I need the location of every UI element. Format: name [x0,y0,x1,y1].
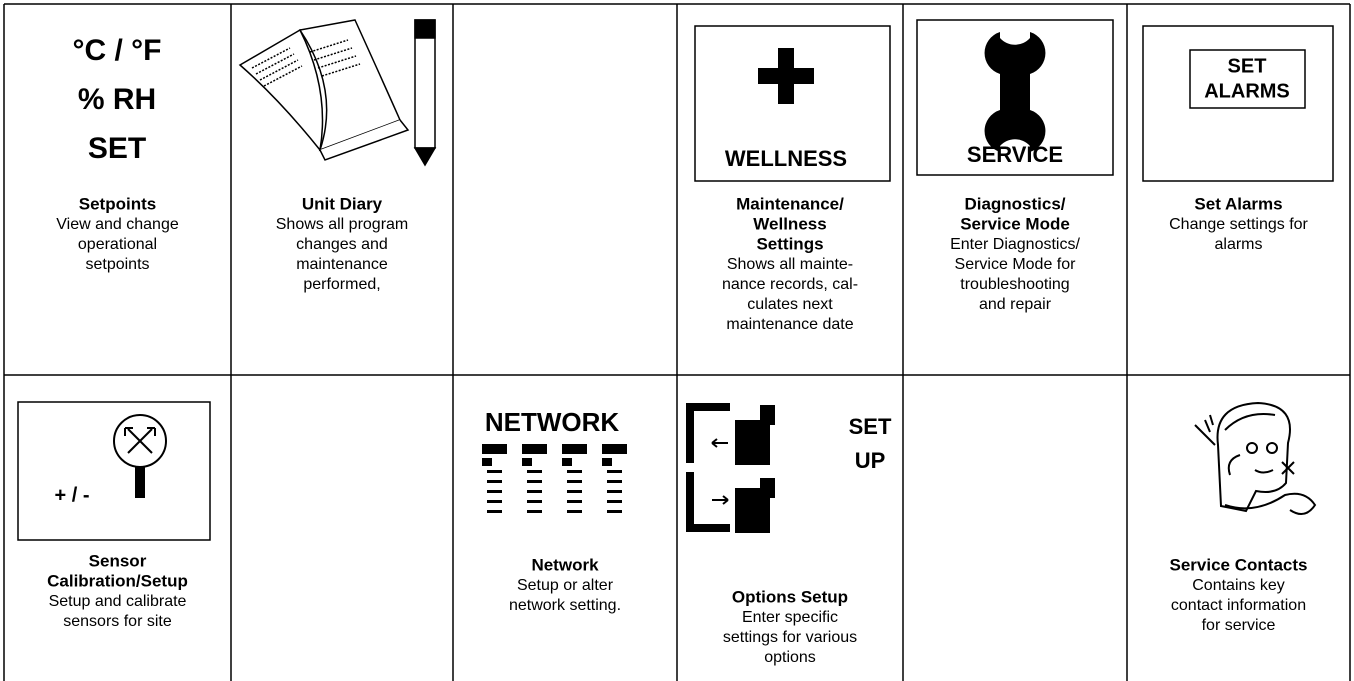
item-description: troubleshooting [960,276,1069,293]
item-description: alarms [1214,236,1262,253]
item-title: Service Contacts [1170,555,1308,574]
icon-frame [1142,25,1334,182]
item-title: Diagnostics/ [964,194,1065,213]
item-title: Wellness [753,214,826,233]
icon-text: UP [855,448,886,473]
item-description: nance records, cal- [722,276,858,293]
item-title: Network [531,555,599,574]
icon-text: NETWORK [485,407,620,437]
button-frame [1189,49,1306,109]
icon-text: SET [1228,55,1267,77]
icon-text: + / - [54,484,89,506]
item-description: Shows all program [276,216,409,233]
item-description: settings for various [723,629,857,646]
diary-icon [238,19,437,167]
item-description: Service Mode for [955,256,1077,273]
icon-frame [694,25,891,182]
item-description: network setting. [509,597,621,614]
item-description: Enter Diagnostics/ [950,236,1080,253]
item-description: View and change [56,216,179,233]
item-title: Service Mode [960,214,1070,233]
icon-frame [916,19,1114,176]
icon-text: °C / °F [73,34,162,67]
plus-icon [758,48,814,104]
item-description: contact information [1171,597,1306,614]
wrench-icon [984,32,1046,152]
item-description: maintenance [296,256,388,273]
item-description: culates next [747,296,833,313]
icon-text: ALARMS [1204,80,1290,102]
icon-text: SET [849,414,892,439]
item-description: maintenance date [726,316,853,333]
item-description: and repair [979,296,1052,313]
item-description: sensors for site [63,613,172,630]
item-title: Settings [756,234,823,253]
item-description: for service [1202,617,1276,634]
item-title: Maintenance/ [736,194,844,213]
gauge-icon [113,414,167,498]
icon-text: WELLNESS [725,146,847,171]
item-description: performed, [303,276,380,293]
item-description: setpoints [85,256,149,273]
item-title: Unit Diary [302,194,383,213]
contact-icon [1194,401,1317,515]
item-title: Options Setup [732,587,848,606]
grid-lines [3,3,1351,681]
item-description: Enter specific [742,609,838,626]
item-description: Setup or alter [517,577,614,594]
setup-icon [686,403,775,533]
icon-text: SET [88,132,146,165]
item-title: Set Alarms [1194,194,1282,213]
icon-text: SERVICE [967,142,1063,167]
icon-frame [17,401,211,541]
item-title: Calibration/Setup [47,571,188,590]
item-description: operational [78,236,157,253]
item-description: Shows all mainte- [727,256,853,273]
item-description: changes and [296,236,388,253]
item-description: options [764,649,816,666]
item-title: Sensor [89,551,147,570]
item-description: Contains key [1192,577,1285,594]
item-title: Setpoints [79,194,156,213]
item-description: Setup and calibrate [49,593,187,610]
item-description: Change settings for [1169,216,1308,233]
network-icon [482,444,627,513]
icon-text: % RH [78,83,156,116]
